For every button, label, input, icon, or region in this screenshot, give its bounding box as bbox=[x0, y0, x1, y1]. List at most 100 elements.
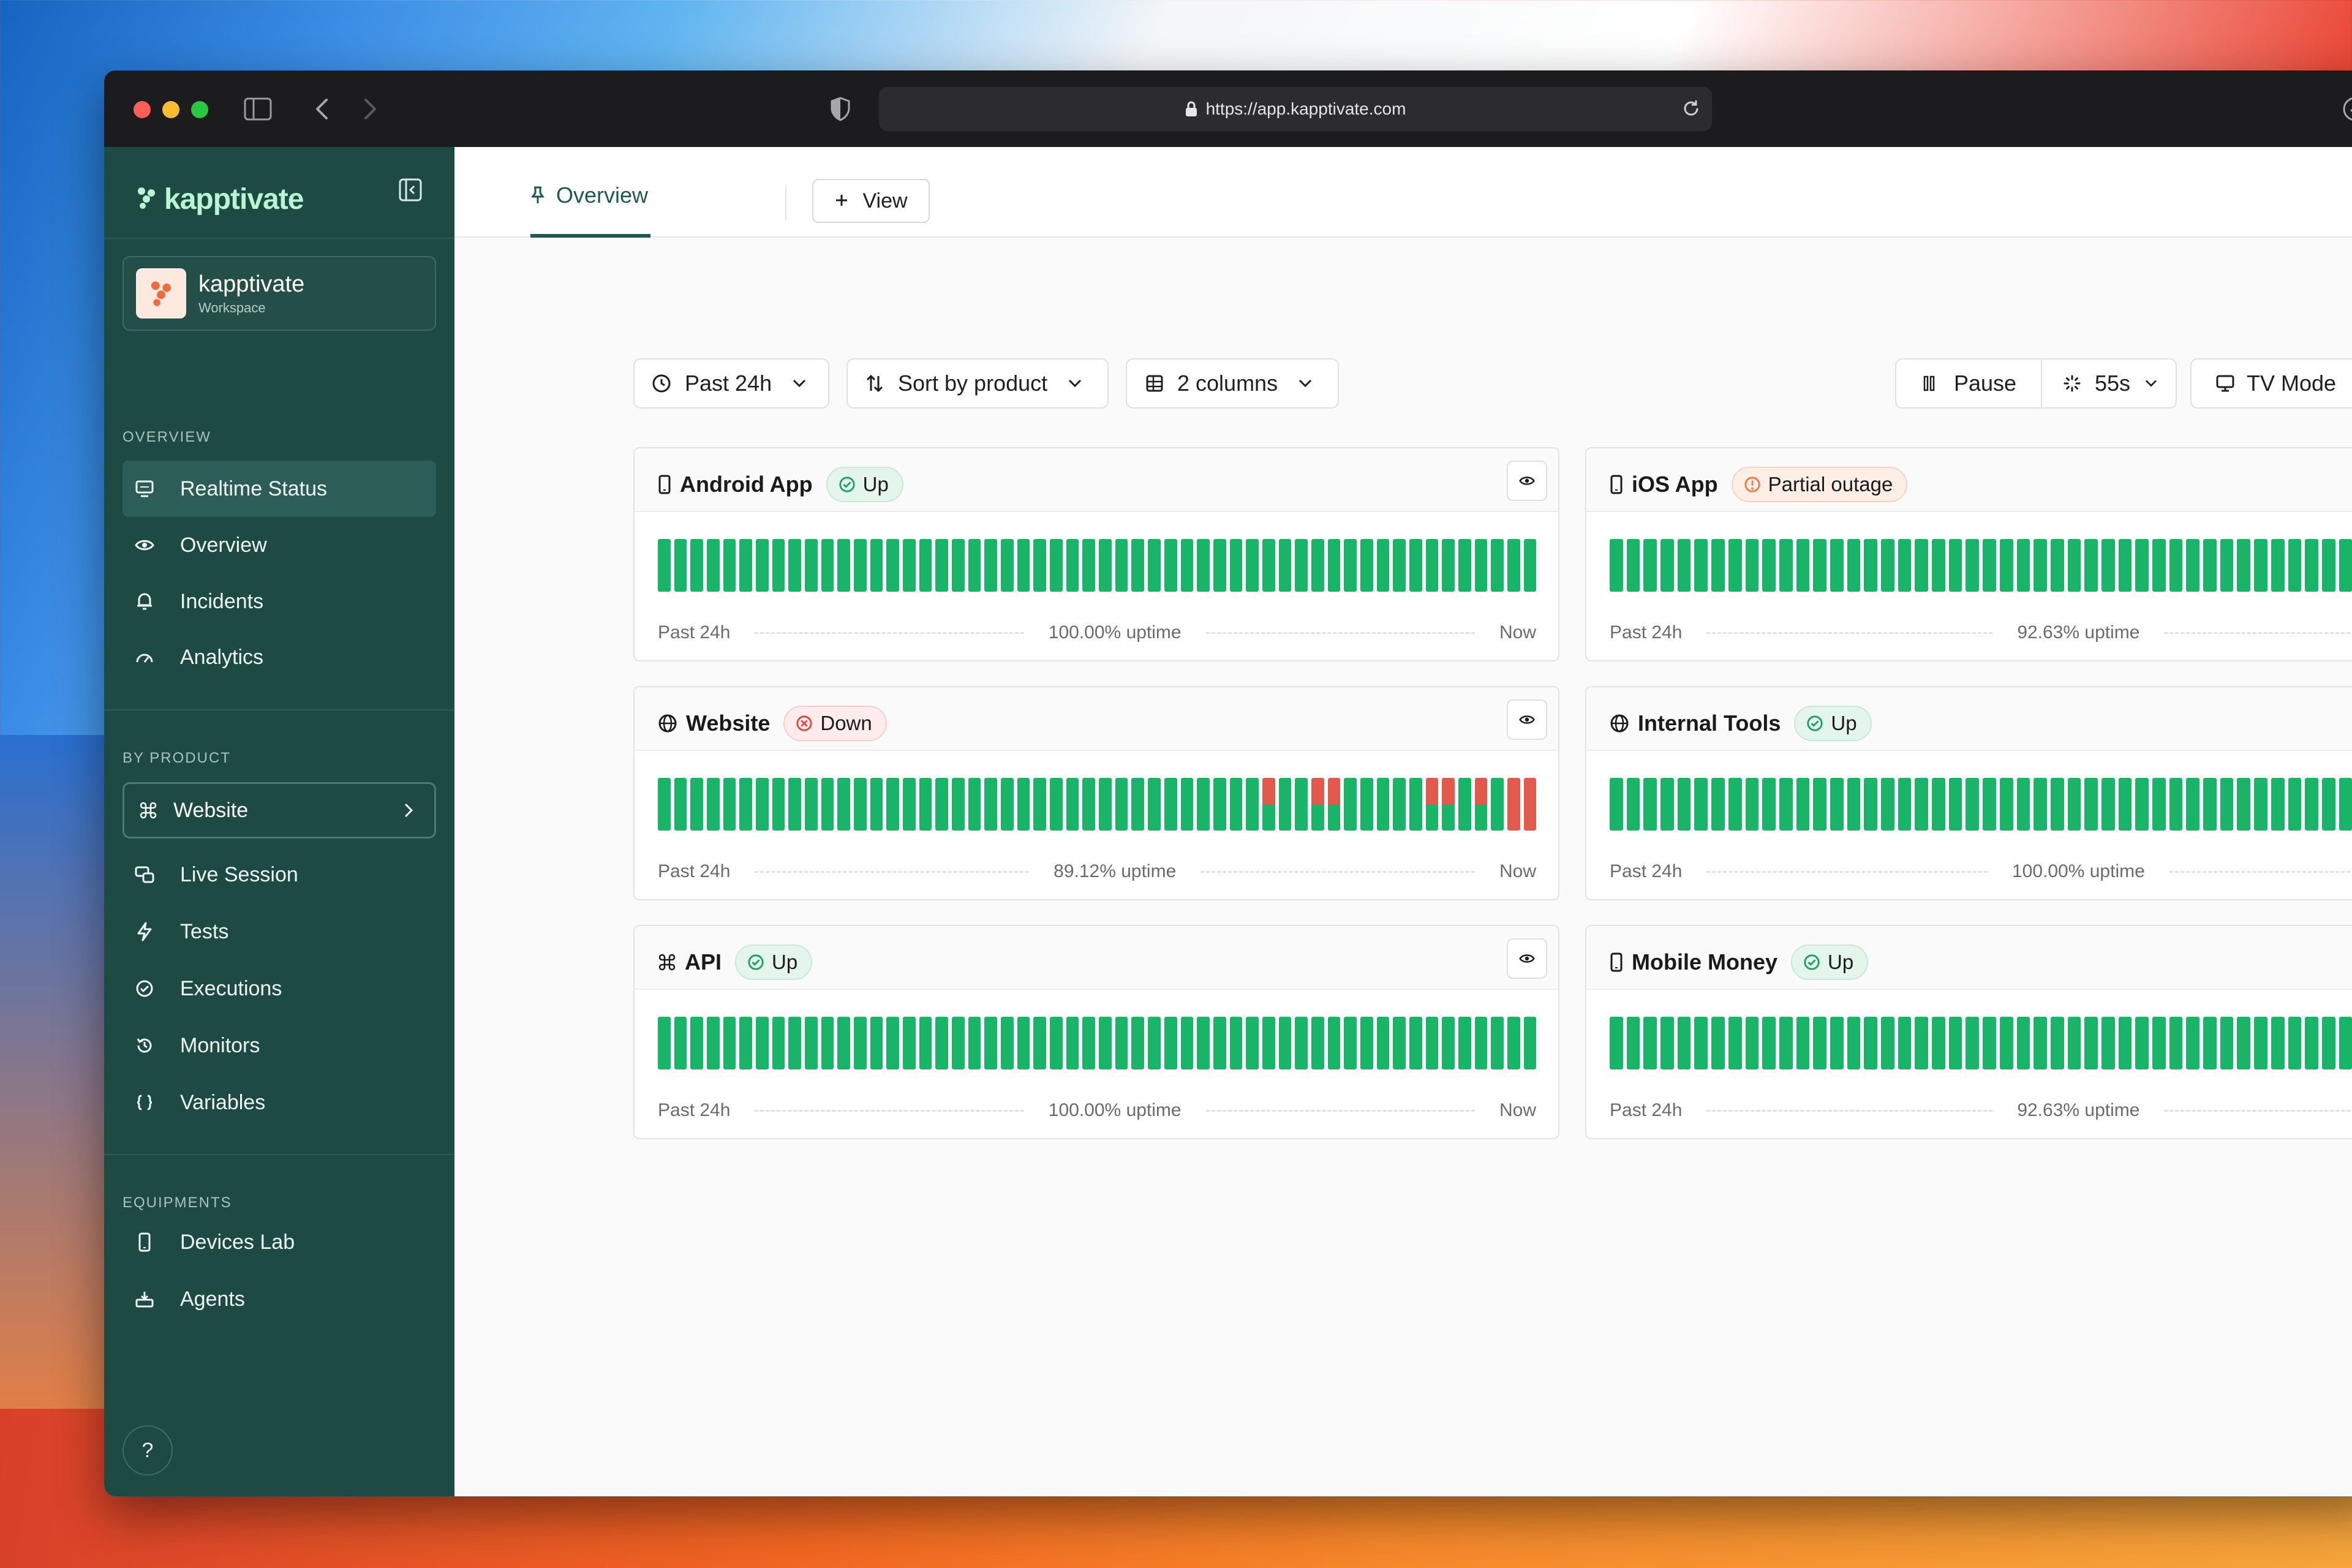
uptime-bar[interactable] bbox=[1295, 778, 1308, 831]
uptime-bar[interactable] bbox=[2305, 1017, 2318, 1069]
uptime-bar[interactable] bbox=[1213, 778, 1226, 831]
uptime-bar[interactable] bbox=[1626, 539, 1640, 592]
product-card[interactable]: Internal Tools Up Past 24h 100.00% uptim… bbox=[1585, 686, 2352, 900]
uptime-bar[interactable] bbox=[1115, 778, 1128, 831]
uptime-bar[interactable] bbox=[919, 539, 932, 592]
uptime-bar[interactable] bbox=[1507, 1017, 1520, 1069]
uptime-bar[interactable] bbox=[1610, 539, 1623, 592]
uptime-bar[interactable] bbox=[1311, 1017, 1324, 1069]
uptime-bar[interactable] bbox=[2203, 539, 2217, 592]
uptime-bar[interactable] bbox=[1507, 778, 1520, 831]
uptime-bar[interactable] bbox=[903, 539, 916, 592]
uptime-bar[interactable] bbox=[1360, 778, 1373, 831]
uptime-bar[interactable] bbox=[1311, 539, 1324, 592]
uptime-bar[interactable] bbox=[2084, 539, 2098, 592]
uptime-bar[interactable] bbox=[952, 1017, 965, 1069]
uptime-bar[interactable] bbox=[1932, 1017, 1945, 1069]
uptime-bar[interactable] bbox=[1425, 539, 1439, 592]
uptime-bar[interactable] bbox=[1677, 778, 1691, 831]
uptime-bar[interactable] bbox=[2050, 778, 2064, 831]
address-bar[interactable]: https://app.kapptivate.com bbox=[879, 87, 1712, 131]
uptime-bar[interactable] bbox=[707, 539, 720, 592]
uptime-bar[interactable] bbox=[2321, 539, 2335, 592]
uptime-bar[interactable] bbox=[1694, 1017, 1708, 1069]
uptime-bar[interactable] bbox=[1745, 539, 1759, 592]
uptime-bar[interactable] bbox=[1393, 778, 1406, 831]
uptime-bar[interactable] bbox=[2288, 778, 2302, 831]
sidebar-item-variables[interactable]: Variables bbox=[123, 1074, 436, 1131]
uptime-bar[interactable] bbox=[2288, 1017, 2302, 1069]
uptime-bar[interactable] bbox=[1694, 778, 1708, 831]
back-icon[interactable] bbox=[306, 94, 337, 124]
uptime-bar[interactable] bbox=[1523, 778, 1537, 831]
uptime-bar[interactable] bbox=[2118, 539, 2132, 592]
uptime-bar[interactable] bbox=[1425, 778, 1439, 831]
uptime-bar[interactable] bbox=[1643, 1017, 1657, 1069]
sidebar-item-analytics[interactable]: Analytics bbox=[123, 629, 436, 685]
uptime-bar[interactable] bbox=[2135, 539, 2149, 592]
uptime-bar[interactable] bbox=[1491, 1017, 1504, 1069]
uptime-bar[interactable] bbox=[1360, 1017, 1373, 1069]
uptime-bar[interactable] bbox=[1164, 539, 1177, 592]
uptime-bar[interactable] bbox=[1864, 778, 1877, 831]
uptime-bar[interactable] bbox=[1898, 539, 1912, 592]
uptime-bar[interactable] bbox=[1050, 778, 1063, 831]
toggle-visibility-button[interactable] bbox=[1507, 699, 1547, 740]
uptime-bar[interactable] bbox=[1762, 778, 1776, 831]
uptime-bar[interactable] bbox=[1099, 539, 1112, 592]
uptime-bar[interactable] bbox=[1915, 1017, 1929, 1069]
uptime-bar[interactable] bbox=[2339, 539, 2352, 592]
uptime-bar[interactable] bbox=[1458, 778, 1471, 831]
uptime-bar[interactable] bbox=[1983, 1017, 1996, 1069]
uptime-bar[interactable] bbox=[707, 778, 720, 831]
uptime-bar[interactable] bbox=[1344, 778, 1357, 831]
uptime-bar[interactable] bbox=[1847, 539, 1861, 592]
uptime-bar[interactable] bbox=[2203, 778, 2217, 831]
uptime-bar[interactable] bbox=[690, 539, 704, 592]
uptime-bar[interactable] bbox=[1864, 539, 1877, 592]
uptime-bar[interactable] bbox=[1711, 539, 1725, 592]
uptime-bar[interactable] bbox=[2050, 1017, 2064, 1069]
uptime-bar[interactable] bbox=[739, 539, 753, 592]
uptime-bar[interactable] bbox=[1523, 1017, 1537, 1069]
uptime-bar[interactable] bbox=[1409, 1017, 1422, 1069]
sidebar-item-monitors[interactable]: Monitors bbox=[123, 1017, 436, 1074]
product-card[interactable]: iOS App Partial outage Past 24h 92.63% u… bbox=[1585, 447, 2352, 662]
uptime-bar[interactable] bbox=[772, 778, 785, 831]
uptime-bar[interactable] bbox=[1131, 778, 1145, 831]
uptime-bar[interactable] bbox=[1711, 1017, 1725, 1069]
uptime-bar[interactable] bbox=[658, 1017, 671, 1069]
uptime-bar[interactable] bbox=[1278, 1017, 1292, 1069]
uptime-bar[interactable] bbox=[2034, 1017, 2047, 1069]
uptime-bar[interactable] bbox=[1344, 1017, 1357, 1069]
uptime-bar[interactable] bbox=[1728, 539, 1742, 592]
uptime-bar[interactable] bbox=[1001, 1017, 1014, 1069]
uptime-bar[interactable] bbox=[968, 1017, 981, 1069]
uptime-bar[interactable] bbox=[2288, 539, 2302, 592]
uptime-bar[interactable] bbox=[1694, 539, 1708, 592]
uptime-bar[interactable] bbox=[2067, 778, 2081, 831]
uptime-bar[interactable] bbox=[1474, 1017, 1488, 1069]
uptime-bar[interactable] bbox=[739, 778, 753, 831]
uptime-bar[interactable] bbox=[1796, 539, 1810, 592]
uptime-bar[interactable] bbox=[1507, 539, 1520, 592]
privacy-shield-icon[interactable] bbox=[825, 94, 856, 124]
uptime-bar[interactable] bbox=[1523, 539, 1537, 592]
uptime-bar[interactable] bbox=[1131, 539, 1145, 592]
uptime-bar[interactable] bbox=[1983, 539, 1996, 592]
uptime-bar[interactable] bbox=[723, 539, 736, 592]
uptime-bar[interactable] bbox=[2237, 1017, 2251, 1069]
uptime-bar[interactable] bbox=[1376, 539, 1390, 592]
uptime-bar[interactable] bbox=[1033, 778, 1047, 831]
uptime-bar[interactable] bbox=[2135, 1017, 2149, 1069]
uptime-bar[interactable] bbox=[821, 1017, 834, 1069]
uptime-bar[interactable] bbox=[968, 539, 981, 592]
uptime-bar[interactable] bbox=[952, 539, 965, 592]
uptime-bar[interactable] bbox=[2152, 778, 2166, 831]
uptime-bar[interactable] bbox=[1796, 778, 1810, 831]
uptime-bar[interactable] bbox=[1311, 778, 1324, 831]
uptime-bar[interactable] bbox=[2067, 1017, 2081, 1069]
uptime-bar[interactable] bbox=[1197, 539, 1210, 592]
uptime-bar[interactable] bbox=[1017, 1017, 1030, 1069]
uptime-bar[interactable] bbox=[1711, 778, 1725, 831]
